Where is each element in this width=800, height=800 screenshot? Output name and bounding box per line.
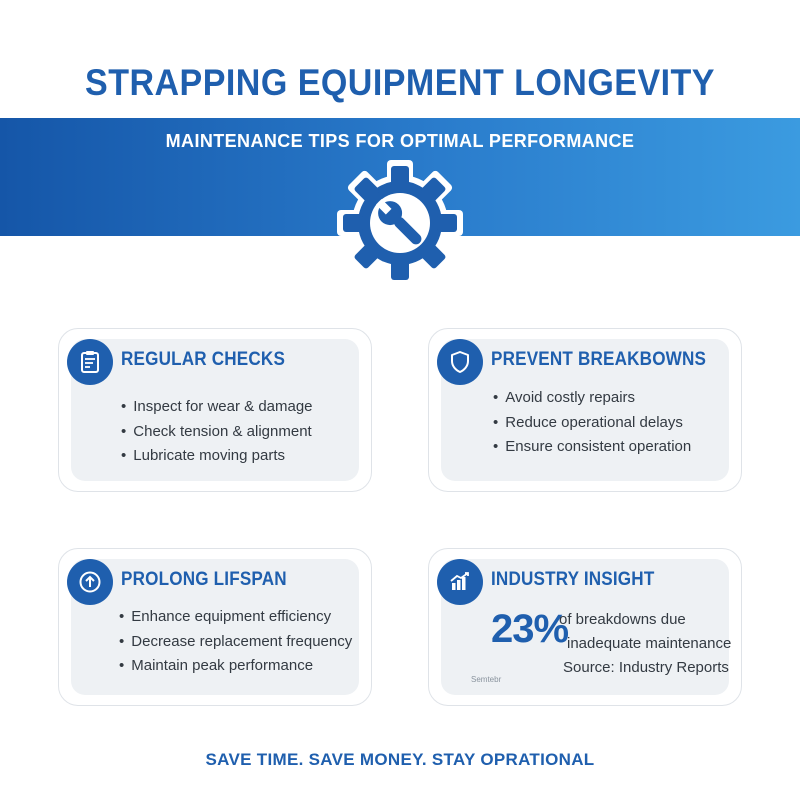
footer-tagline: SAVE TIME. SAVE MONEY. STAY OPRATIONAL [205, 750, 595, 769]
list-item: Check tension & alignment [121, 420, 313, 445]
shield-icon [437, 339, 483, 385]
list-item: Decrease replacement frequency [119, 630, 352, 655]
stat-percentage: 23% [491, 607, 569, 651]
stat-source: Source: Industry Reports [563, 659, 729, 676]
stat-description-line1: of breakdowns due [559, 611, 686, 628]
card-industry-insight: INDUSTRY INSIGHT 23% of breakdowns due i… [428, 548, 742, 706]
stat-caption: Semtebr [471, 675, 502, 684]
card-title: REGULAR CHECKS [121, 349, 286, 370]
card-title: PROLONG LIFSPAN [121, 569, 287, 590]
list-item: Ensure consistent operation [493, 435, 691, 460]
page-subtitle: MAINTENANCE TIPS FOR OPTIMAL PERFORMANCE [165, 131, 635, 151]
list-item: Maintain peak performance [119, 654, 352, 679]
list-item: Inspect for wear & damage [121, 395, 312, 420]
list-item: Lubricate moving parts [121, 444, 313, 469]
list-item: Enhance equipment efficiency [119, 605, 352, 630]
list-item: Avoid costly repairs [493, 386, 691, 411]
stat-description-line2: inadequate maintenance [567, 635, 732, 652]
clipboard-icon [67, 339, 113, 385]
card-list: Enhance equipment efficiency Decrease re… [119, 605, 352, 679]
card-prevent-breakdowns: PREVENT BREAKBOWNS Avoid costly repairs … [428, 328, 742, 492]
card-regular-checks: REGULAR CHECKS Inspect for wear & damage… [58, 328, 372, 492]
card-title: PREVENT BREAKBOWNS [491, 349, 707, 370]
card-title: INDUSTRY INSIGHT [491, 569, 655, 590]
card-list: Inspect for wear & damage Check tension … [121, 395, 313, 469]
bar-chart-icon [437, 559, 483, 605]
card-prolong-lifespan: PROLONG LIFSPAN Enhance equipment effici… [58, 548, 372, 706]
arrow-up-circle-icon [67, 559, 113, 605]
list-item: Reduce operational delays [493, 411, 691, 436]
card-panel [441, 559, 729, 695]
card-list: Avoid costly repairs Reduce operational … [493, 386, 691, 460]
gear-wrench-icon [337, 160, 463, 286]
page-title: STRAPPING EQUIPMENT LONGEVITY [85, 62, 715, 103]
